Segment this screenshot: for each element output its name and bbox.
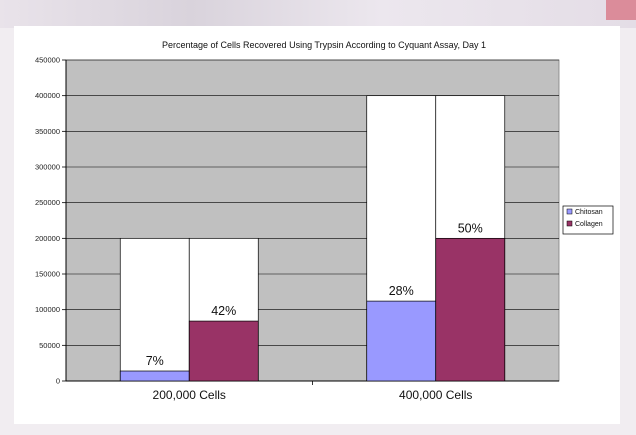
plot-area: 0 50000 100000 150000 200000 250000 300000 3500… <box>35 56 560 402</box>
legend-swatch <box>566 220 573 227</box>
background-corner-accent <box>606 0 636 20</box>
y-tick-label: 0 <box>56 377 60 386</box>
data-label: 50% <box>458 221 483 235</box>
category-label: 200,000 Cells <box>153 388 226 402</box>
bar <box>119 370 190 382</box>
background-band <box>0 0 636 28</box>
y-tick-label: 450000 <box>35 56 60 65</box>
y-tick-label: 200000 <box>35 234 60 243</box>
data-label: 7% <box>146 354 164 368</box>
y-tick-label: 100000 <box>35 305 60 314</box>
legend-entry: Collagen <box>575 221 603 228</box>
chart-title: Percentage of Cells Recovered Using Tryp… <box>162 40 486 50</box>
data-label: 28% <box>389 284 414 298</box>
y-tick-label: 350000 <box>35 127 60 136</box>
chart-panel: Percentage of Cells Recovered Using Tryp… <box>14 26 620 424</box>
y-tick-label: 300000 <box>35 163 60 172</box>
bar <box>435 237 506 382</box>
y-tick-label: 250000 <box>35 198 60 207</box>
bar <box>366 300 437 382</box>
y-tick-label: 150000 <box>35 270 60 279</box>
category-label: 400,000 Cells <box>399 388 472 402</box>
legend-swatch <box>566 208 573 215</box>
chart: Percentage of Cells Recovered Using Tryp… <box>35 40 614 402</box>
legend-entry: Chitosan <box>575 209 603 216</box>
data-label: 42% <box>211 304 236 318</box>
y-tick-label: 400000 <box>35 91 60 100</box>
legend: Chitosan Collagen <box>562 205 614 235</box>
bar <box>188 320 259 382</box>
y-tick-label: 50000 <box>39 341 60 350</box>
